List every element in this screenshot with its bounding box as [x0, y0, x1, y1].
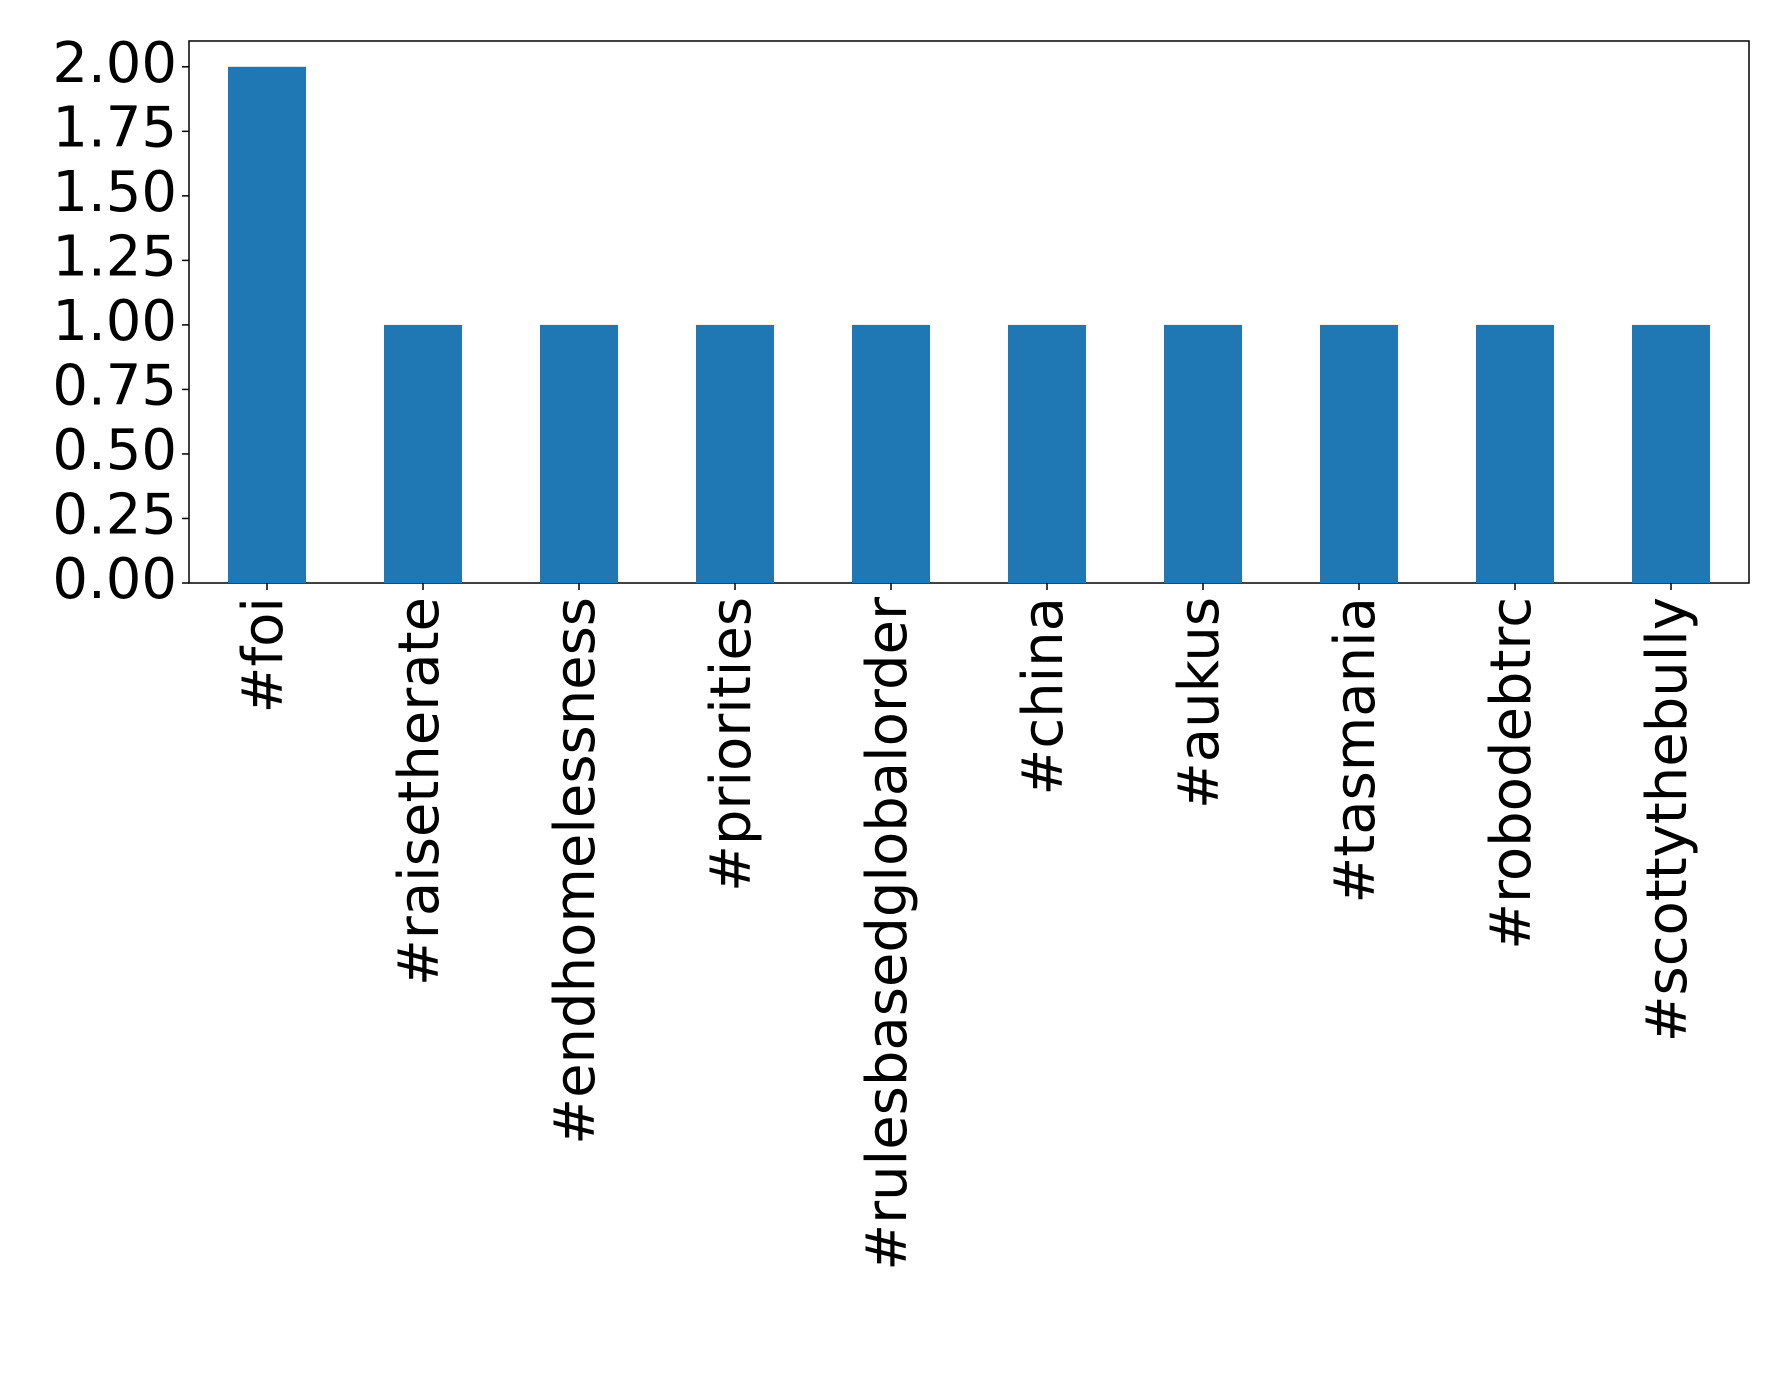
y-tick-label: 1.25: [52, 225, 177, 290]
y-tick-label: 1.75: [52, 95, 177, 160]
y-tick-label: 0.50: [52, 418, 177, 483]
bar: [1008, 324, 1086, 583]
bar: [1320, 324, 1398, 583]
bar: [540, 324, 618, 583]
x-tick-label: #robodebtrc: [1479, 597, 1544, 950]
y-tick-label: 1.00: [52, 289, 177, 354]
bar: [228, 66, 306, 584]
x-tick-label: #scottythebully: [1635, 597, 1700, 1042]
y-tick-label: 2.00: [52, 31, 177, 96]
bar: [1476, 324, 1554, 583]
x-tick-label: #rulesbasedglobalorder: [855, 596, 920, 1271]
x-tick-label: #endhomelessness: [543, 597, 608, 1145]
bar: [852, 324, 930, 583]
x-tick-label: #raisetherate: [387, 597, 452, 986]
x-tick-label: #aukus: [1167, 597, 1232, 809]
x-tick-label: #china: [1011, 597, 1076, 796]
bar: [384, 324, 462, 583]
bar: [696, 324, 774, 583]
y-tick-label: 0.75: [52, 354, 177, 419]
x-tick-label: #tasmania: [1323, 597, 1388, 904]
x-tick-label: #priorities: [699, 597, 764, 892]
bar: [1632, 324, 1710, 583]
y-tick-label: 0.00: [52, 547, 177, 612]
x-tick-label: #foi: [231, 597, 296, 713]
y-tick-label: 1.50: [52, 160, 177, 225]
plot-frame: [188, 40, 1750, 584]
y-tick-label: 0.25: [52, 483, 177, 548]
bar: [1164, 324, 1242, 583]
